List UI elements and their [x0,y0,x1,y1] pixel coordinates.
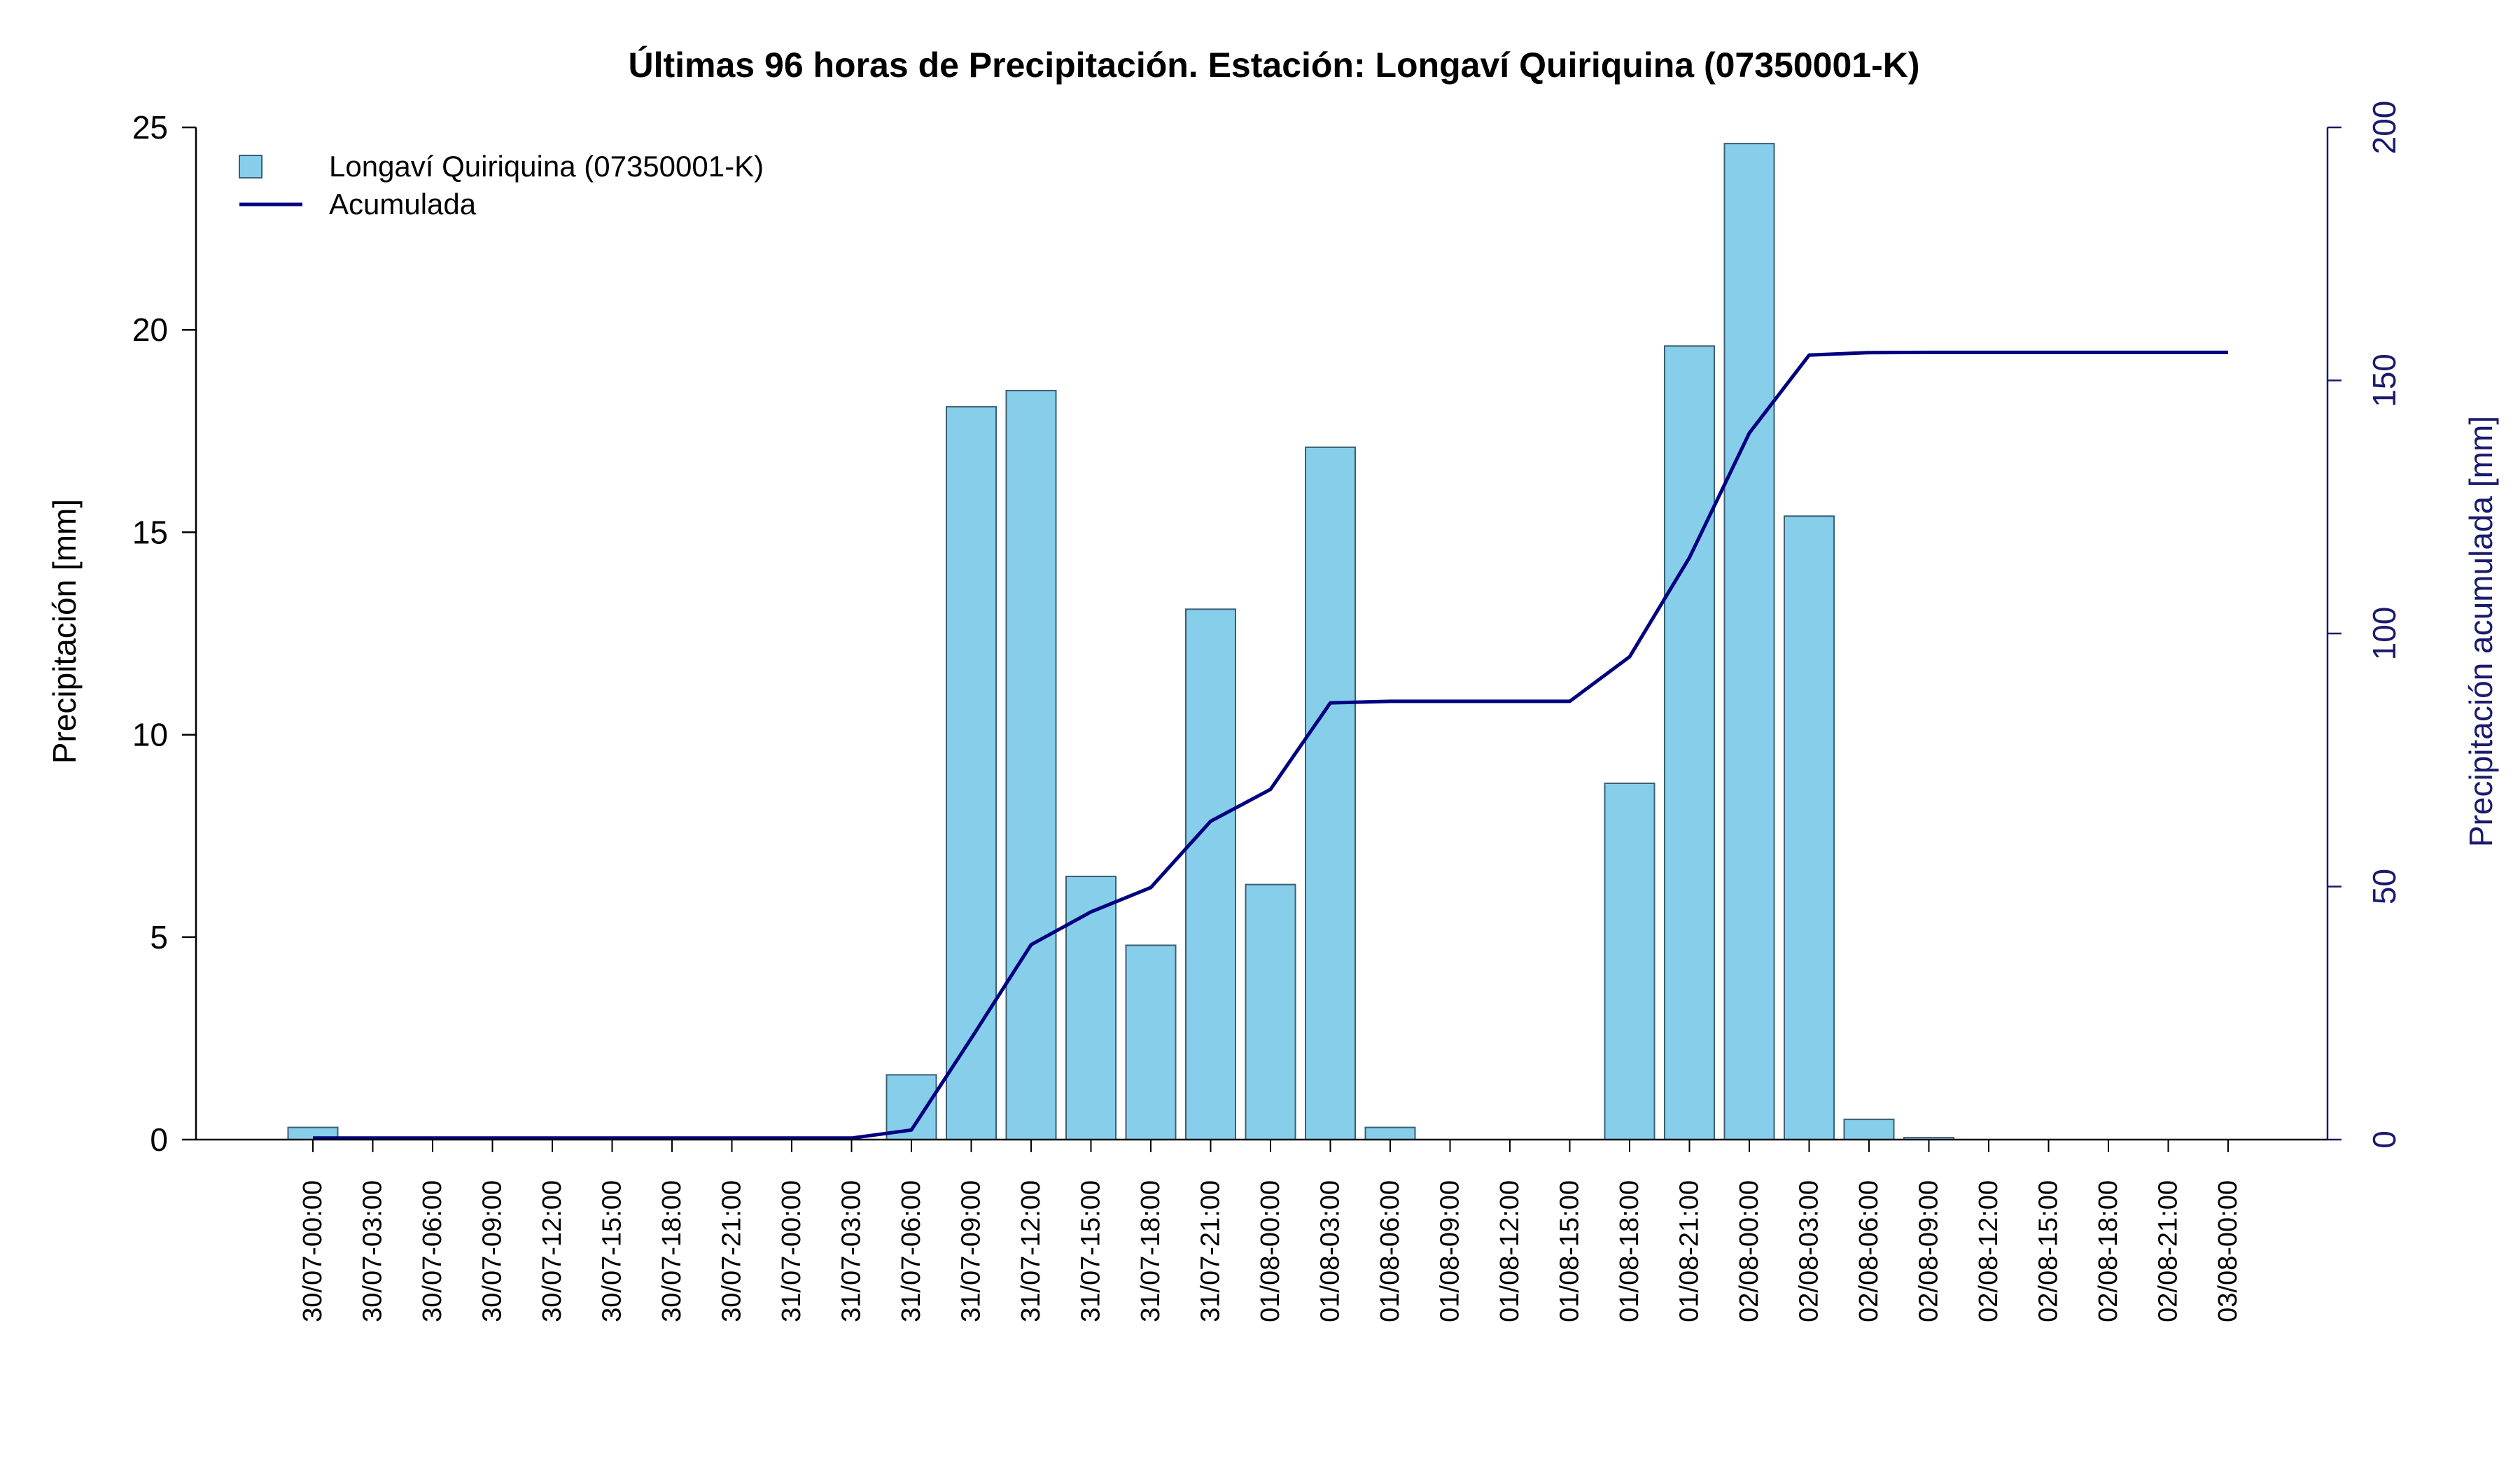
bars-layer [287,143,1954,1141]
x-tick-label-13: 31/07-15:00 [1077,1180,1106,1322]
x-tick-label-8: 31/07-00:00 [777,1180,806,1322]
y-right-tick-label-3: 150 [2366,354,2402,407]
x-tick-label-16: 01/08-00:00 [1256,1180,1285,1322]
x-tick-label-6: 30/07-18:00 [657,1180,687,1322]
x-tick-label-27: 02/08-09:00 [1914,1180,1944,1322]
x-tick-label-17: 01/08-03:00 [1316,1180,1345,1322]
y-left-tick-label-2: 10 [132,717,168,753]
x-tick-label-23: 01/08-21:00 [1675,1180,1704,1322]
chart-title: Últimas 96 horas de Precipitación. Estac… [629,46,1920,85]
x-tick-label-30: 02/08-18:00 [2094,1180,2123,1322]
y-left-tick-label-0: 0 [150,1121,168,1158]
bar-26 [1843,1119,1895,1140]
y-left-tick-label-1: 5 [150,919,168,955]
bar-11 [946,406,997,1140]
bar-13 [1065,876,1116,1140]
y-axis-label-right: Precipitación acumulada [mm] [2463,416,2499,847]
legend-bar-swatch [239,155,262,178]
y-right-tick-label-4: 200 [2366,101,2402,155]
x-tick-label-25: 02/08-03:00 [1795,1180,1824,1322]
y-right-tick-label-0: 0 [2366,1130,2402,1149]
bar-23 [1664,345,1715,1140]
bar-22 [1604,783,1656,1140]
x-tick-label-32: 03/08-00:00 [2213,1180,2243,1322]
x-tick-label-1: 30/07-03:00 [358,1180,388,1322]
x-tick-label-5: 30/07-15:00 [598,1180,627,1322]
x-tick-label-3: 30/07-09:00 [478,1180,507,1322]
x-tick-label-4: 30/07-12:00 [538,1180,567,1322]
x-tick-label-20: 01/08-12:00 [1495,1180,1525,1322]
x-tick-label-2: 30/07-06:00 [418,1180,447,1322]
x-tick-label-21: 01/08-15:00 [1555,1180,1585,1322]
y-right-tick-label-2: 100 [2366,607,2402,661]
y-left-tick-label-5: 25 [132,109,168,146]
x-tick-label-24: 02/08-00:00 [1735,1180,1764,1322]
bar-25 [1784,515,1835,1140]
cumulative-line-layer [313,350,2228,1140]
bar-18 [1364,1126,1416,1140]
x-tick-label-18: 01/08-06:00 [1376,1180,1405,1322]
x-tick-label-14: 31/07-18:00 [1136,1180,1166,1322]
x-tick-label-10: 31/07-06:00 [897,1180,926,1322]
x-tick-label-9: 31/07-03:00 [837,1180,867,1322]
x-tick-label-15: 31/07-21:00 [1196,1180,1226,1322]
bar-14 [1125,944,1177,1141]
bar-24 [1723,143,1775,1141]
legend-line-label: Acumulada [329,188,477,220]
x-tick-label-22: 01/08-18:00 [1615,1180,1644,1322]
x-tick-label-11: 31/07-09:00 [957,1180,986,1322]
x-tick-label-7: 30/07-21:00 [718,1180,747,1322]
x-tick-label-29: 02/08-15:00 [2034,1180,2064,1322]
bar-17 [1305,446,1356,1140]
cumulative-line [313,350,2228,1140]
x-tick-label-26: 02/08-06:00 [1854,1180,1884,1322]
bar-12 [1005,390,1057,1140]
bar-16 [1245,883,1296,1140]
x-tick-label-31: 02/08-21:00 [2154,1180,2183,1322]
x-tick-label-0: 30/07-00:00 [298,1180,328,1322]
y-axis-label-left: Precipitación [mm] [46,499,83,764]
x-tick-label-28: 02/08-12:00 [1974,1180,2003,1322]
bar-15 [1185,608,1236,1140]
y-left-tick-label-3: 15 [132,514,168,550]
x-tick-label-19: 01/08-09:00 [1436,1180,1465,1322]
x-tick-label-12: 31/07-12:00 [1016,1180,1046,1322]
legend: Longaví Quiriquina (07350001-K) Acumulad… [239,150,764,220]
legend-bar-label: Longaví Quiriquina (07350001-K) [329,150,764,183]
y-right-tick-label-1: 50 [2366,869,2402,904]
ticks-layer: 0 5 10 15 20 25 0 50 100 150 200 30/07-00:00 30/07-0… [132,101,2402,1322]
y-left-tick-label-4: 20 [132,312,168,348]
